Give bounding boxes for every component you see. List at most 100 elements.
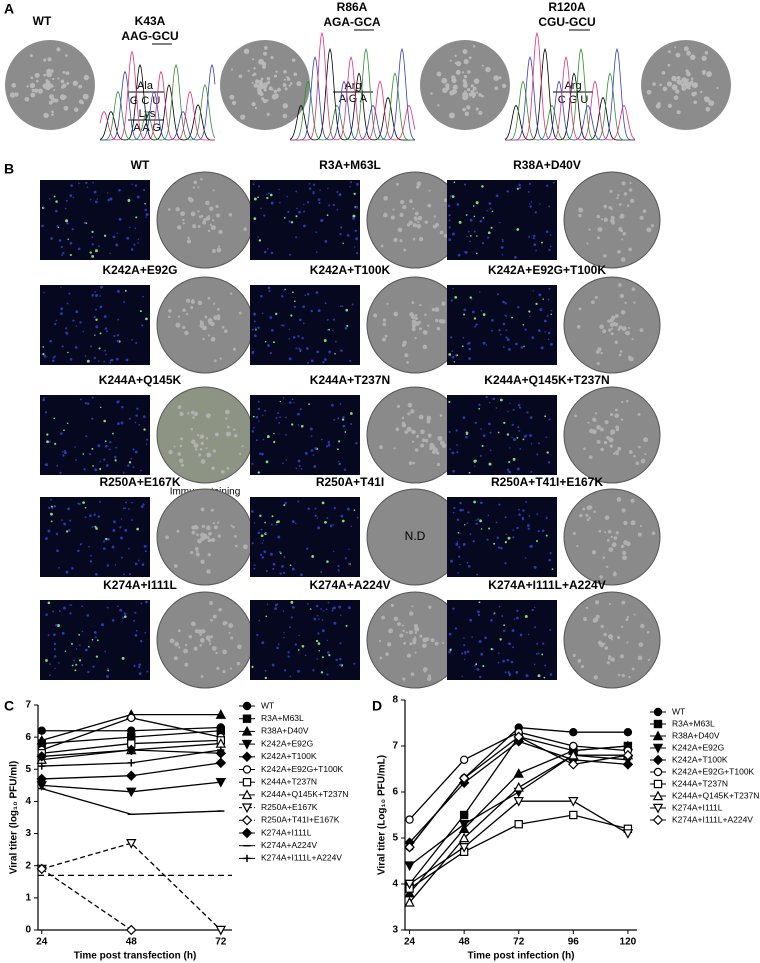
micrograph-dot	[451, 356, 455, 359]
marker	[404, 861, 415, 872]
micrograph-dot	[140, 505, 144, 509]
micrograph-dot	[262, 539, 265, 542]
plaque-spot	[178, 646, 181, 649]
micrograph-dot	[347, 562, 350, 565]
plaque-spot	[239, 452, 242, 456]
plaque-spot	[273, 89, 278, 94]
plaque-spot	[638, 642, 644, 647]
micrograph-dot	[252, 183, 255, 186]
plaque-spot	[191, 439, 196, 445]
micrograph-dot	[45, 659, 48, 662]
micrograph-dot	[528, 236, 531, 239]
micrograph-dot	[335, 658, 338, 662]
micrograph-dot	[470, 298, 473, 300]
plaque-spot	[643, 437, 649, 443]
plaque-spot	[211, 537, 216, 543]
micrograph-dot	[77, 549, 80, 553]
micrograph-dot	[283, 504, 286, 507]
marker	[569, 741, 578, 751]
marker	[404, 841, 415, 853]
plaque-spot	[194, 629, 199, 634]
micrograph-dot	[74, 669, 77, 672]
micrograph-dot	[472, 205, 475, 207]
micrograph-dot	[340, 514, 344, 518]
plaque-spot	[200, 459, 206, 464]
micrograph-dot	[69, 253, 72, 257]
micrograph-dot	[79, 321, 82, 324]
micrograph-dot	[266, 247, 269, 250]
plaque-spot	[616, 196, 619, 200]
plaque-spot	[202, 534, 208, 540]
micrograph-dot	[111, 545, 115, 549]
micrograph-dot	[264, 409, 267, 412]
plaque-spot	[589, 428, 594, 434]
plaque-spot	[286, 76, 289, 79]
plaque-spot	[60, 79, 65, 84]
micrograph-dot	[341, 305, 344, 307]
plaque-spot	[596, 425, 601, 430]
plaque-spot	[617, 446, 622, 451]
plaque-spot	[676, 76, 681, 80]
micrograph-dot	[354, 206, 356, 208]
micrograph-dot	[75, 325, 78, 327]
micrograph-dot	[327, 601, 330, 604]
micrograph-dot	[259, 514, 262, 518]
plaque-spot	[397, 227, 403, 233]
micrograph-dot	[463, 313, 466, 316]
plaque-spot	[700, 90, 703, 94]
micrograph-dot	[271, 663, 275, 667]
micrograph-dot	[142, 415, 146, 419]
micrograph-dot	[512, 457, 516, 461]
micrograph-dot	[251, 665, 254, 668]
micrograph-dot	[290, 221, 294, 224]
note: N.D	[405, 529, 426, 543]
marker	[652, 743, 664, 754]
micrograph-dot	[317, 632, 320, 635]
micrograph-dot	[314, 507, 317, 510]
plaque-spot	[186, 239, 192, 244]
micrograph-dot	[303, 210, 306, 213]
plaque-spot	[229, 667, 233, 670]
plaque-spot	[190, 306, 194, 310]
micrograph-dot	[323, 358, 327, 361]
micrograph-dot	[134, 421, 137, 424]
y-tick-label: 7	[392, 741, 398, 752]
micrograph-dot	[448, 632, 452, 636]
micrograph-dot	[86, 186, 89, 188]
micrograph-dot	[504, 562, 507, 565]
micrograph-dot	[473, 317, 477, 320]
plaque-spot	[411, 301, 415, 305]
micrograph-dot	[473, 500, 476, 504]
micrograph-dot	[468, 471, 471, 474]
micrograph-dot	[47, 634, 50, 637]
plaque-spot	[253, 72, 257, 76]
plaque-spot	[223, 329, 228, 333]
micrograph-dot	[127, 464, 130, 467]
marker	[653, 779, 663, 789]
micrograph-dot	[120, 421, 124, 425]
micrograph-dot	[105, 444, 108, 448]
chromatogram-trace	[505, 31, 636, 141]
sample-label: R3A+M63L	[319, 158, 381, 172]
micrograph-dot	[104, 349, 107, 352]
micrograph-dot	[291, 398, 294, 401]
micrograph-dot	[267, 344, 270, 347]
micrograph-dot	[92, 181, 94, 184]
plaque-spot	[614, 340, 619, 345]
micrograph-dot	[294, 643, 298, 646]
micrograph-dot	[480, 428, 482, 430]
plaque-spot	[625, 399, 629, 403]
micrograph-dot	[512, 646, 515, 649]
micrograph-dot	[348, 548, 350, 551]
micrograph-dot	[451, 451, 455, 455]
micrograph-dot	[66, 302, 69, 305]
micrograph-dot	[128, 461, 132, 464]
micrograph-dot	[71, 664, 74, 667]
micrograph-dot	[336, 191, 339, 193]
plaque-spot	[708, 100, 715, 107]
marker	[458, 772, 470, 784]
plaque-spot	[675, 89, 680, 94]
micrograph-dot	[481, 241, 485, 245]
micrograph-dot	[141, 324, 144, 327]
micrograph-dot	[288, 401, 292, 404]
